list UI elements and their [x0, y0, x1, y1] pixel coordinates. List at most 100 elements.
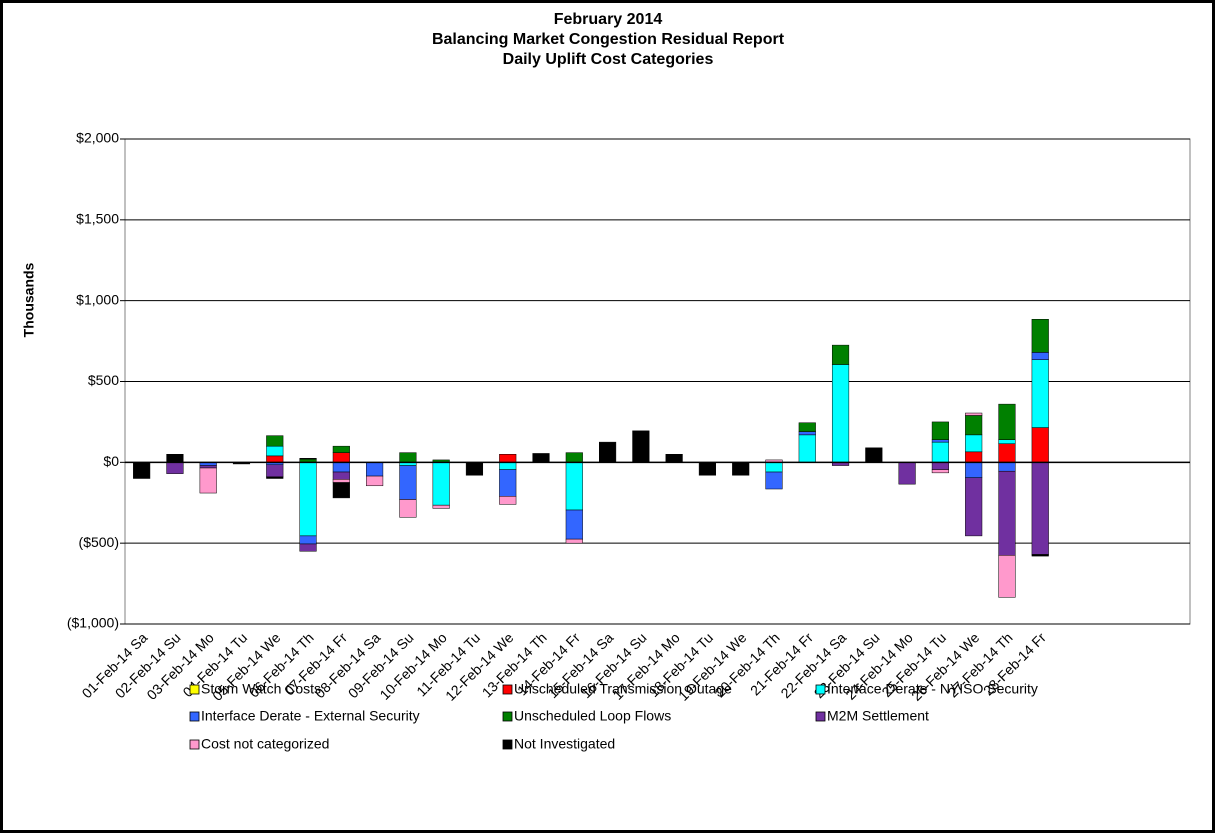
bar-segment — [1031, 427, 1049, 463]
bar-segment — [399, 452, 417, 463]
bar-segment — [998, 439, 1016, 444]
bar-segment — [798, 434, 816, 463]
chart-title: Balancing Market Congestion Residual Rep… — [432, 31, 785, 48]
legend-swatch — [189, 711, 200, 722]
bar-segment — [199, 465, 217, 469]
bar-segment — [599, 441, 617, 463]
bar-segment — [399, 465, 417, 500]
bar-segment — [1031, 352, 1049, 360]
legend-label: Interface Derate - External Security — [201, 708, 420, 724]
bar-segment — [565, 509, 583, 540]
bar-segment — [1031, 359, 1049, 428]
bar-segment — [765, 471, 783, 490]
bar-segment — [965, 415, 983, 436]
bar-segment — [998, 555, 1016, 598]
bar-segment — [266, 435, 284, 447]
bar-segment — [266, 445, 284, 457]
legend-swatch — [815, 684, 826, 695]
bar-segment — [332, 482, 350, 499]
y-tick-label: $500 — [88, 372, 119, 388]
bar-segment — [865, 447, 883, 463]
legend-label: Unscheduled Loop Flows — [514, 708, 671, 724]
bar-segment — [366, 462, 384, 477]
bar-segment — [499, 454, 517, 463]
chart-title: February 2014 — [554, 11, 663, 28]
bar-segment — [366, 475, 384, 487]
legend-label: Not Investigated — [514, 736, 615, 752]
bar-segment — [332, 471, 350, 480]
y-tick-label: $2,000 — [76, 130, 119, 146]
y-tick-label: $1,500 — [76, 211, 119, 227]
bar-segment — [931, 421, 949, 440]
y-tick-label: $1,000 — [76, 291, 119, 307]
bar-segment — [931, 439, 949, 443]
bar-segment — [831, 364, 850, 463]
bar-segment — [299, 535, 317, 545]
bar-segment — [998, 462, 1016, 472]
legend-swatch — [815, 711, 826, 722]
bar-segment — [931, 441, 949, 463]
bar-segment — [332, 479, 350, 483]
bar-segment — [332, 452, 350, 463]
legend-label: Storm Watch Costs — [201, 681, 321, 697]
legend-swatch — [502, 711, 513, 722]
bar-segment — [166, 454, 184, 463]
bar-segment — [1031, 462, 1049, 555]
legend-swatch — [502, 739, 513, 750]
bar-segment — [499, 469, 517, 497]
bar-segment — [199, 467, 217, 494]
bar-segment — [299, 458, 317, 460]
bar-segment — [898, 462, 916, 485]
bar-segment — [965, 477, 983, 537]
chart-title: Daily Uplift Cost Categories — [503, 51, 714, 68]
bar-segment — [765, 462, 783, 473]
bar-segment — [266, 464, 284, 478]
y-tick-label: ($1,000) — [67, 615, 119, 631]
bar-segment — [798, 422, 816, 432]
bar-segment — [965, 462, 983, 478]
bar-segment — [1031, 319, 1049, 353]
y-tick-label: $0 — [103, 453, 119, 469]
bar-segment — [299, 543, 317, 552]
bar-segment — [565, 462, 583, 511]
bar-segment — [931, 469, 949, 474]
bar-segment — [532, 453, 550, 463]
bar-segment — [565, 538, 583, 544]
bar-segment — [133, 462, 151, 479]
legend-swatch — [502, 684, 513, 695]
legend-label: Interface Derate - NYISO Security — [827, 681, 1038, 697]
bar-segment — [432, 462, 450, 506]
bar-segment — [732, 462, 750, 476]
bar-segment — [965, 434, 983, 453]
bar-segment — [432, 504, 450, 509]
bar-segment — [332, 445, 350, 453]
bar-segment — [798, 431, 816, 436]
bar-segment — [998, 470, 1016, 556]
legend-swatch — [189, 739, 200, 750]
y-tick-label: ($500) — [79, 534, 119, 550]
bar-segment — [266, 476, 284, 479]
bar-segment — [665, 454, 683, 463]
bar-segment — [632, 430, 650, 463]
bar-segment — [931, 462, 949, 470]
bar-segment — [499, 496, 517, 505]
bar-segment — [698, 462, 716, 476]
y-axis-label: Thousands — [21, 262, 37, 337]
bar-segment — [965, 451, 983, 463]
bar-segment — [965, 412, 983, 416]
legend-label: Cost not categorized — [201, 736, 329, 752]
bar-segment — [831, 344, 850, 365]
legend-label: M2M Settlement — [827, 708, 929, 724]
bar-segment — [266, 455, 284, 463]
bar-segment — [499, 462, 517, 470]
legend-swatch — [189, 684, 200, 695]
bar-segment — [998, 443, 1016, 463]
bar-segment — [565, 452, 583, 463]
bar-segment — [465, 462, 484, 476]
bar-segment — [998, 403, 1016, 440]
legend-label: Unscheduled Transmission Outage — [514, 681, 732, 697]
bar-segment — [166, 462, 184, 474]
bar-segment — [399, 499, 417, 518]
bar-segment — [299, 462, 317, 537]
